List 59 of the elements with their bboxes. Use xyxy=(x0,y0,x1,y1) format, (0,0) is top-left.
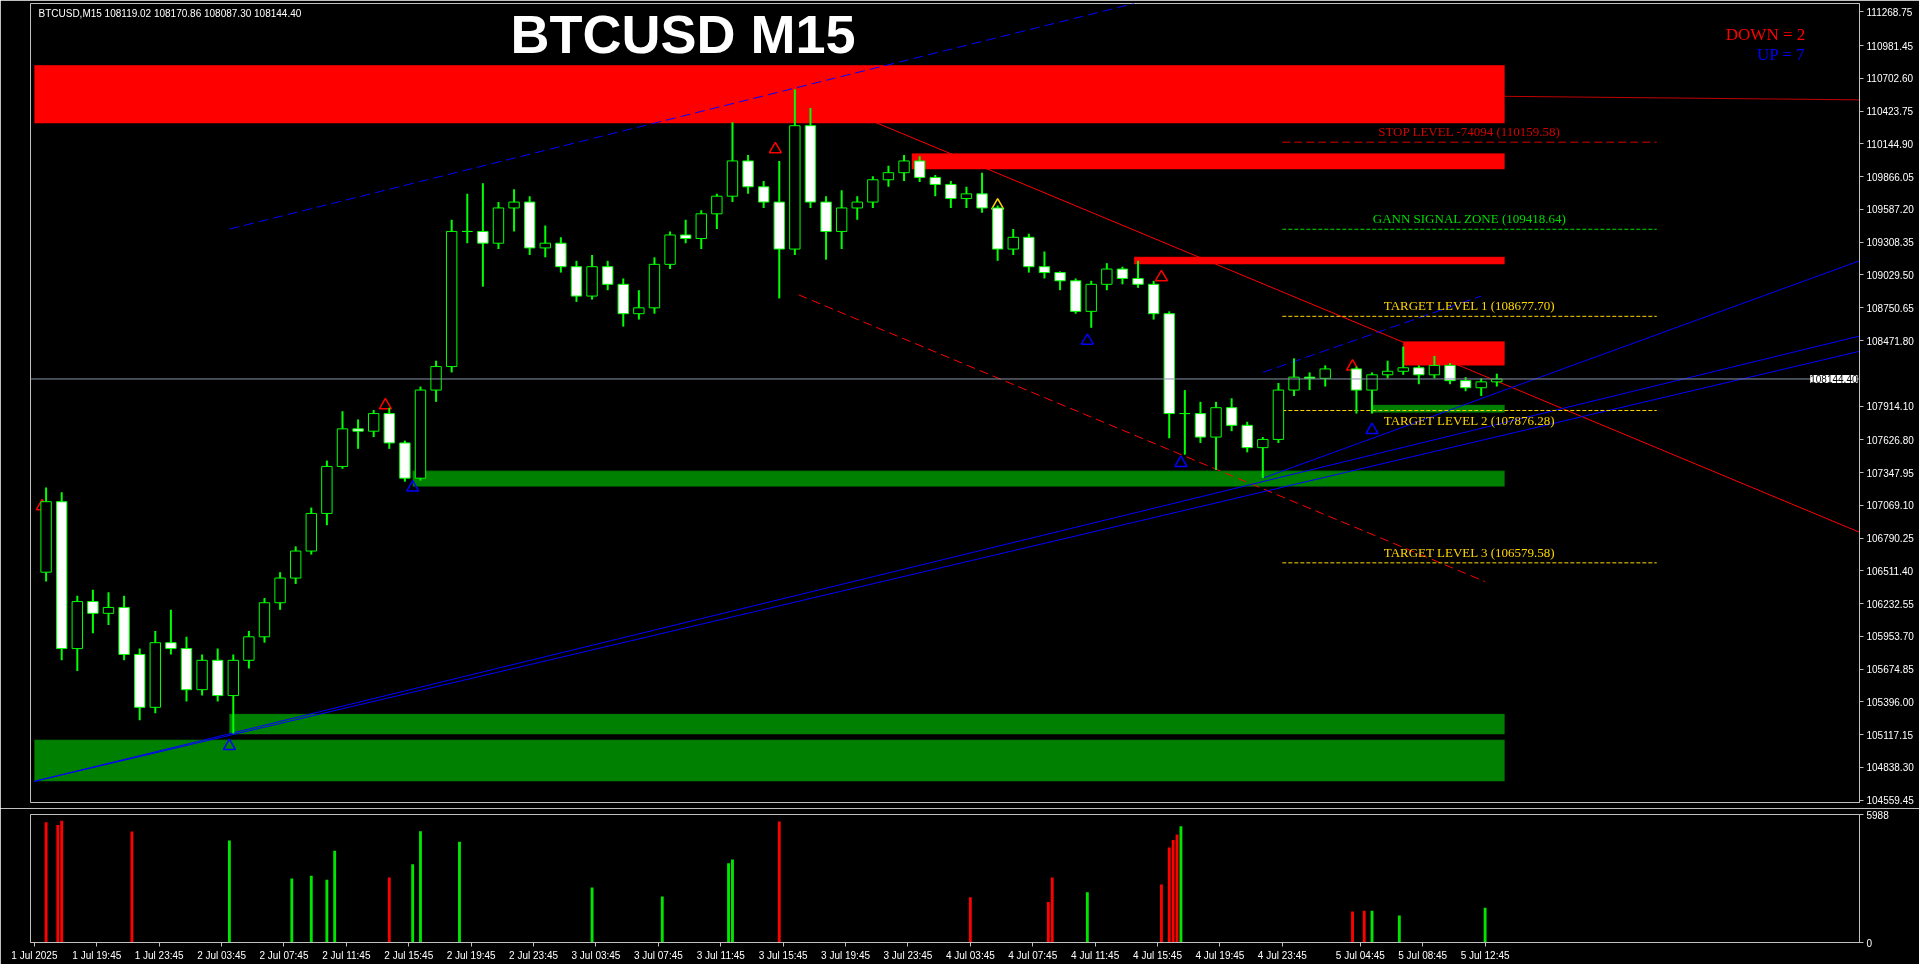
y-tick-label: 110144.90 xyxy=(1866,138,1914,150)
y-tick-label: 108750.65 xyxy=(1866,302,1915,314)
y-tick-label: 104559.45 xyxy=(1866,795,1915,807)
x-tick-label: 5 Jul 04:45 xyxy=(1335,949,1386,961)
y-tick-label: 109029.50 xyxy=(1866,269,1915,281)
y-tick-label: 107626.80 xyxy=(1866,434,1915,446)
x-tick-label: 2 Jul 11:45 xyxy=(322,949,371,961)
y-tick-label: 105396.00 xyxy=(1866,696,1915,708)
x-tick-label: 2 Jul 07:45 xyxy=(259,949,309,961)
y-tick-label: 109308.35 xyxy=(1866,237,1915,249)
y-tick-label: 104838.30 xyxy=(1866,762,1915,774)
x-tick-label: 4 Jul 23:45 xyxy=(1257,949,1308,961)
y-tick-label: 106232.55 xyxy=(1866,598,1915,610)
ref-line-label: 108144.40 xyxy=(1810,373,1858,385)
y-tick-label: 105117.15 xyxy=(1866,729,1914,741)
series-label: TARGET LEVEL 1 (108677.70) xyxy=(1383,298,1555,314)
y-tick-label: 106511.40 xyxy=(1866,565,1914,577)
x-tick-label: 3 Jul 11:45 xyxy=(696,949,746,961)
x-tick-label: 1 Jul 2025 xyxy=(11,949,58,961)
text: DOWN = 2 xyxy=(1725,25,1806,44)
y-tick-label: 5988 xyxy=(1866,809,1890,821)
chart-subtitle: BTCUSD,M15 108119.02 108170.86 108087.30 108144.40 xyxy=(38,7,302,19)
x-tick-label: 4 Jul 15:45 xyxy=(1133,949,1183,961)
y-tick-label: 105674.85 xyxy=(1866,664,1915,676)
x-tick-label: 2 Jul 19:45 xyxy=(446,949,497,961)
x-tick-label: 2 Jul 03:45 xyxy=(197,949,247,961)
y-tick-label: 110981.45 xyxy=(1866,40,1914,52)
series-label: TARGET LEVEL 3 (106579.58) xyxy=(1383,544,1555,560)
y-tick-label: 107914.10 xyxy=(1866,401,1915,413)
y-tick-label: 106790.25 xyxy=(1866,533,1915,545)
x-tick-label: 4 Jul 19:45 xyxy=(1195,949,1245,961)
x-tick-label: 5 Jul 12:45 xyxy=(1460,949,1511,961)
series-label: GANN SIGNAL ZONE (109418.64) xyxy=(1372,211,1566,227)
y-tick-label: 105953.70 xyxy=(1866,631,1915,643)
chart-title: BTCUSD M15 xyxy=(510,3,856,64)
x-tick-label: 2 Jul 23:45 xyxy=(509,949,559,961)
y-tick-label: 107347.95 xyxy=(1866,467,1915,479)
y-tick-label: 109587.20 xyxy=(1866,204,1915,216)
y-tick-label: 110423.75 xyxy=(1866,106,1914,118)
x-tick-label: 3 Jul 19:45 xyxy=(821,949,871,961)
series-label: STOP LEVEL -74094 (110159.58) xyxy=(1378,124,1560,140)
y-tick-label: 0 xyxy=(1866,937,1873,949)
text: UP = 7 xyxy=(1756,45,1806,64)
x-tick-label: 3 Jul 15:45 xyxy=(758,949,809,961)
x-tick-label: 1 Jul 19:45 xyxy=(72,949,122,961)
y-tick-label: 107069.10 xyxy=(1866,500,1915,512)
x-tick-label: 4 Jul 03:45 xyxy=(945,949,996,961)
y-tick-label: 110702.60 xyxy=(1866,73,1914,85)
x-tick-label: 3 Jul 07:45 xyxy=(633,949,684,961)
y-tick-label: 108471.80 xyxy=(1866,335,1915,347)
x-tick-label: 1 Jul 23:45 xyxy=(134,949,185,961)
x-tick-label: 3 Jul 03:45 xyxy=(571,949,621,961)
y-tick-label: 109866.05 xyxy=(1866,171,1915,183)
x-tick-label: 5 Jul 08:45 xyxy=(1398,949,1448,961)
x-tick-label: 3 Jul 23:45 xyxy=(883,949,933,961)
x-tick-label: 4 Jul 11:45 xyxy=(1071,949,1120,961)
y-tick-label: 111268.75 xyxy=(1866,6,1913,18)
x-tick-label: 4 Jul 07:45 xyxy=(1008,949,1058,961)
x-tick-label: 2 Jul 15:45 xyxy=(384,949,434,961)
